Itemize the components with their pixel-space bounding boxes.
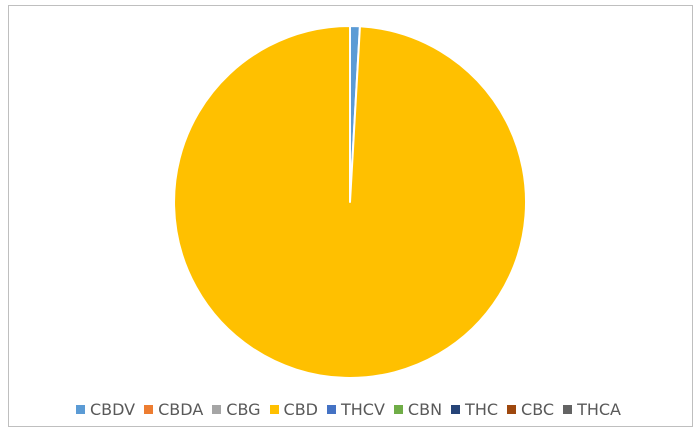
- legend-label-thcv: THCV: [341, 399, 385, 419]
- chart-legend: CBDV CBDA CBG CBD THCV CBN THC CBC THCA: [0, 397, 697, 421]
- legend-label-cbn: CBN: [407, 399, 443, 419]
- legend-swatch-thcv: [327, 404, 336, 414]
- legend-swatch-cbc: [507, 404, 517, 414]
- legend-swatch-thc: [451, 404, 461, 414]
- legend-item-thc: THC: [451, 400, 498, 419]
- legend-item-thca: THCA: [563, 400, 621, 419]
- legend-swatch-cbn: [393, 404, 403, 414]
- legend-swatch-cbd: [269, 404, 279, 414]
- legend-label-cbg: CBG: [226, 399, 261, 419]
- legend-item-cbg: CBG: [212, 399, 261, 419]
- legend-item-cbda: CBDA: [144, 400, 203, 419]
- pie-slices: [173, 24, 527, 379]
- legend-label-cbd: CBD: [283, 399, 318, 419]
- legend-swatch-cbdv: [75, 404, 85, 414]
- legend-item-cbc: CBC: [507, 400, 554, 419]
- legend-label-thca: THCA: [577, 399, 621, 419]
- legend-swatch-cbg: [212, 404, 222, 414]
- legend-label-thc: THC: [465, 399, 499, 419]
- legend-swatch-cbda: [144, 404, 154, 414]
- legend-item-cbd: CBD: [269, 399, 318, 419]
- legend-item-cbn: CBN: [393, 399, 443, 419]
- legend-item-cbdv: CBDV: [75, 399, 136, 419]
- legend-item-thcv: THCV: [327, 400, 385, 419]
- legend-label-cbdv: CBDV: [89, 399, 136, 419]
- legend-label-cbda: CBDA: [158, 399, 204, 419]
- pie-slice-cbd: [173, 25, 527, 379]
- legend-swatch-thca: [563, 404, 573, 414]
- legend-label-cbc: CBC: [521, 399, 555, 419]
